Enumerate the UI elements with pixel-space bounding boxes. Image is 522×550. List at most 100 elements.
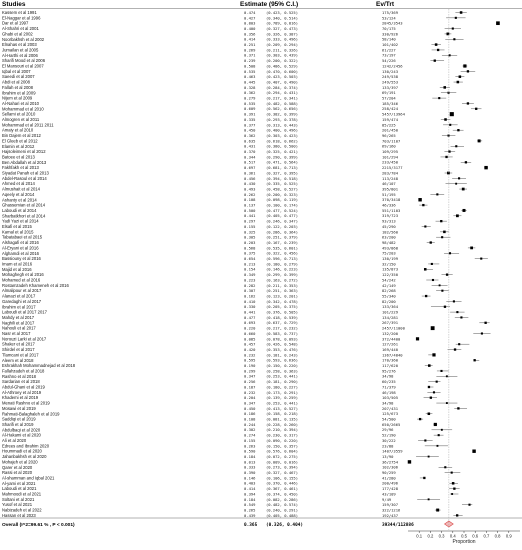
- study-ev-trt: 159/307: [382, 502, 398, 507]
- study-ci: (0.246, 0.347): [266, 219, 298, 224]
- study-row: Iqbal et al 2007 0.535 (0.470, 0.600) 130/2…: [2, 69, 476, 74]
- study-estimate-box: [418, 417, 422, 421]
- study-estimate-box: [466, 70, 470, 73]
- study-ev-trt: 1407/3559: [382, 449, 403, 454]
- study-ci: (0.426, 0.548): [266, 342, 298, 347]
- study-ev-trt: 370/3418: [382, 197, 401, 202]
- study-estimate: 0.108: [244, 197, 256, 202]
- study-ev-trt: 13/90: [382, 454, 394, 459]
- study-ci: (0.181, 0.243): [266, 352, 298, 357]
- study-estimate: 0.445: [244, 79, 255, 84]
- study-name: Rassi et al 2020: [2, 470, 33, 475]
- study-ev-trt: 319/723: [382, 213, 398, 218]
- study-estimate-box: [430, 262, 433, 265]
- study-ci: (0.482, 0.588): [266, 101, 298, 106]
- study-ci: (0.072, 0.275): [266, 454, 298, 459]
- study-ci: (0.477, 0.524): [266, 208, 298, 213]
- study-name: Elsafi et al 2015: [2, 224, 32, 229]
- study-ci: (0.230, 0.317): [266, 433, 298, 438]
- study-name: Soltani et al 2021: [2, 497, 35, 502]
- study-estimate-box: [447, 91, 450, 94]
- study-ci: (0.090, 0.220): [266, 438, 298, 443]
- study-estimate: 0.450: [244, 406, 256, 411]
- study-name: Amaiy et al 2010: [2, 128, 34, 133]
- study-row: Rassi et al 2020 0.390 (0.327, 0.467) 90/25…: [2, 470, 461, 475]
- study-ev-trt: 493/868: [382, 245, 399, 250]
- study-estimate: 0.184: [244, 497, 256, 502]
- study-ev-trt: 1242/2456: [382, 63, 403, 68]
- study-row: Alghamdi et al 2016 0.375 (0.322, 0.456) 75…: [2, 251, 460, 256]
- study-estimate-box: [484, 321, 487, 324]
- study-estimate-box: [434, 43, 438, 46]
- study-ci: (0.158, 0.218): [266, 411, 298, 416]
- study-row: Mohammad et al 2010 0.609 (0.562, 0.656) 25…: [2, 106, 482, 111]
- study-name: Tlamcani et al 2017: [2, 352, 39, 357]
- study-name: Menati Rashno et al 2019: [2, 401, 50, 406]
- study-estimate-box: [448, 150, 451, 153]
- study-row: Tabatabaei et al 2015 0.305 (0.251, 0.379)…: [2, 235, 451, 240]
- study-estimate: 0.335: [244, 117, 255, 122]
- study-name: Mahmoodi et al 2021: [2, 492, 42, 497]
- x-tick-label: 0.8: [495, 534, 501, 539]
- study-estimate-box: [423, 268, 427, 271]
- study-ci: (0.200, 0.322): [266, 58, 298, 63]
- study-row: Al-Hakami et al 2020 0.274 (0.230, 0.317) 5…: [2, 433, 444, 438]
- study-name: Khademi et al 2019: [2, 395, 39, 400]
- study-row: Nabizadeh et al 2022 0.265 (0.240, 0.291) 3…: [2, 507, 441, 513]
- study-row: Al-Shahri et al 2001 0.400 (0.327, 0.473) 7…: [2, 26, 461, 31]
- study-row: Kassem et al 1991 0.474 (0.423, 0.525) 175/…: [2, 10, 467, 15]
- study-row: Fallah et al 2008 0.328 (0.284, 0.374) 133/…: [2, 85, 450, 90]
- study-estimate: 0.635: [244, 138, 255, 143]
- study-estimate: 0.299: [244, 368, 256, 373]
- study-name: Abdel-Rasoul et al 2014: [2, 176, 47, 181]
- study-estimate-box: [427, 455, 430, 458]
- study-name: Jumailan et al 2005: [2, 47, 39, 52]
- study-ci: (0.251, 0.379): [266, 235, 298, 240]
- study-name: Al-Shahri et al 2001: [2, 26, 39, 31]
- study-estimate-box: [447, 171, 450, 175]
- study-estimate: 0.474: [244, 10, 256, 15]
- study-ci: (0.382, 0.399): [266, 112, 298, 117]
- study-ci: (0.009, 0.016): [266, 459, 298, 464]
- study-row: Al-Eryani et al 2016 0.568 (0.535, 0.601) 4…: [2, 245, 476, 250]
- study-ev-trt: 122/350: [382, 272, 399, 277]
- study-ci: (0.139, 0.259): [266, 395, 298, 400]
- study-ci: (0.333, 0.496): [266, 37, 298, 42]
- header-estimate: Estimate (95% C.I.): [240, 1, 298, 8]
- study-estimate-box: [427, 385, 431, 389]
- study-ev-trt: 98/482: [382, 240, 396, 245]
- study-ci: (0.290, 0.399): [266, 154, 298, 159]
- study-ev-trt: 249/538: [382, 74, 399, 79]
- study-name: Batoee et al 2013: [2, 154, 36, 159]
- study-ev-trt: 372/4400: [382, 336, 401, 341]
- study-estimate-box: [455, 145, 458, 148]
- study-ev-trt: 132/200: [382, 331, 399, 336]
- study-name: Fallahzadeh et al 2018: [2, 368, 45, 373]
- study-row: El Gleeb et al 2012 0.635 (0.618, 0.662) 70…: [2, 138, 483, 143]
- study-estimate: 0.535: [244, 69, 255, 74]
- study-row: Garedaghi et al 2017 0.410 (0.342, 0.478) 8…: [2, 299, 462, 304]
- study-estimate: 0.187: [244, 384, 255, 389]
- study-row: Ali et al 2020 0.155 (0.090, 0.220) 30/222: [2, 438, 433, 443]
- study-estimate-box: [451, 493, 454, 495]
- study-estimate: 0.262: [244, 192, 255, 197]
- study-row: Elsafi et al 2015 0.155 (0.122, 0.203) 45/2…: [2, 224, 431, 229]
- study-estimate: 0.154: [244, 267, 256, 272]
- study-row: Sharbatkhori et al 2014 0.441 (0.405, 0.47…: [2, 213, 462, 218]
- study-ci: (0.228, 0.260): [266, 422, 298, 427]
- study-ev-trt: 73/197: [382, 53, 396, 58]
- study-row: Nasr et al 2017 0.660 (0.583, 0.737) 132/20…: [2, 331, 491, 336]
- study-ev-trt: 9/49: [382, 497, 392, 502]
- study-row: Bin Dajem et al 2012 0.362 (0.303, 0.423) 9…: [2, 133, 456, 138]
- study-ci: (0.583, 0.737): [266, 331, 298, 336]
- study-ci: (0.418, 0.539): [266, 315, 298, 320]
- study-name: Saddiqi et al 2019: [2, 417, 36, 422]
- study-name: Shirdel et al 2017: [2, 347, 35, 352]
- study-name: Iqbal et al 2007: [2, 69, 31, 74]
- study-name: Ben Abdallah et al 2013: [2, 160, 47, 165]
- study-estimate-box: [418, 198, 422, 202]
- study-row: Yusof et al 2021 0.549 (0.482, 0.574) 159/3…: [2, 502, 473, 507]
- study-ev-trt: 201/450: [382, 128, 399, 133]
- study-name: Laboudi et al 2017 2017: [2, 310, 48, 315]
- study-estimate: 0.430: [244, 181, 256, 186]
